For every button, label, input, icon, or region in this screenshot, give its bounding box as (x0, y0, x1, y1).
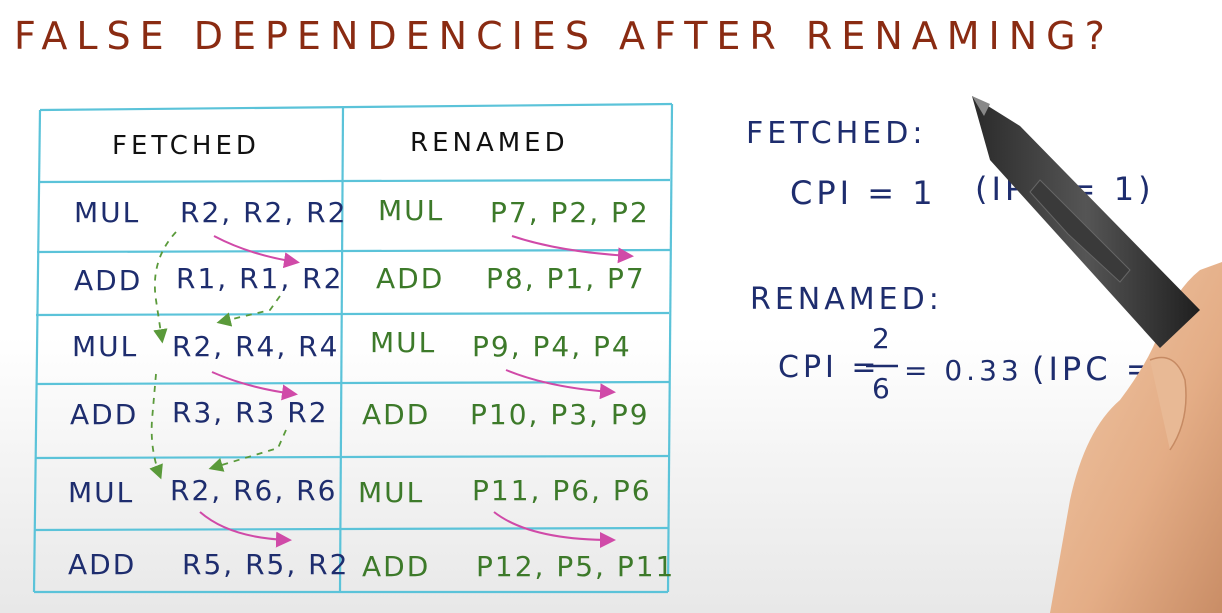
renamed-cpi-numerator: 2 (872, 322, 894, 355)
fetched-header: FETCHED (112, 131, 260, 161)
fetched-op-row-5: MUL (68, 476, 135, 509)
renamed-note-label: RENAMED: (750, 282, 943, 317)
renamed-regs-row-6: P12, P5, P11 (476, 550, 676, 583)
fetched-regs-row-3: R2, R4, R4 (172, 330, 340, 363)
raw-arrow-fetched-2 (211, 371, 298, 401)
raw-arrow-fetched-3 (199, 511, 292, 548)
war-arrow-1 (153, 231, 177, 344)
fetched-op-row-6: ADD (68, 548, 137, 581)
stylus-pen-icon (972, 96, 1200, 348)
war-arrow-4 (208, 429, 287, 472)
fetched-regs-row-5: R2, R6, R6 (170, 474, 338, 507)
renamed-regs-row-1: P7, P2, P2 (490, 196, 650, 229)
renamed-op-row-1: MUL (378, 194, 445, 227)
renamed-header: RENAMED (410, 128, 569, 158)
fetched-regs-row-6: R5, R5, R2 (182, 548, 350, 581)
raw-arrow-fetched-1 (213, 235, 300, 269)
fetched-cpi: CPI = 1 (790, 174, 937, 212)
fetched-op-row-2: ADD (74, 264, 143, 297)
raw-arrow-renamed-3 (493, 511, 616, 548)
war-arrow-3 (149, 373, 163, 480)
renamed-op-row-2: ADD (376, 262, 445, 295)
renamed-cpi-prefix: CPI = (778, 350, 881, 385)
renamed-regs-row-3: P9, P4, P4 (472, 330, 632, 363)
renamed-cpi-denominator: 6 (872, 372, 894, 405)
renamed-op-row-5: MUL (358, 476, 425, 509)
fetched-regs-row-2: R1, R1, R2 (176, 262, 344, 295)
fetched-op-row-3: MUL (72, 330, 139, 363)
fetched-regs-row-1: R2, R2, R2 (180, 196, 348, 229)
renamed-op-row-3: MUL (370, 326, 437, 359)
raw-arrow-renamed-1 (511, 235, 634, 264)
fetched-op-row-1: MUL (74, 196, 141, 229)
fetched-note-label: FETCHED: (746, 116, 927, 151)
renamed-cpi-value: = 0.33 (904, 354, 1023, 387)
hand-image (1050, 262, 1222, 613)
renamed-regs-row-2: P8, P1, P7 (486, 262, 646, 295)
renamed-regs-row-4: P10, P3, P9 (470, 398, 650, 431)
renamed-op-row-6: ADD (362, 550, 431, 583)
war-arrow-2 (216, 295, 281, 327)
page-title: FALSE DEPENDENCIES AFTER RENAMING? (14, 14, 1114, 58)
fetched-regs-row-4: R3, R3 R2 (172, 396, 329, 429)
renamed-op-row-4: ADD (362, 398, 431, 431)
renamed-regs-row-5: P11, P6, P6 (472, 474, 652, 507)
fetched-op-row-4: ADD (70, 398, 139, 431)
raw-arrow-renamed-2 (505, 369, 616, 400)
